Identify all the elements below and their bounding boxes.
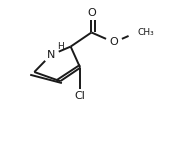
- Text: Cl: Cl: [75, 91, 86, 101]
- Text: N: N: [47, 50, 55, 60]
- Text: CH₃: CH₃: [137, 28, 154, 37]
- Text: O: O: [87, 8, 96, 18]
- Text: O: O: [110, 37, 118, 47]
- Text: H: H: [57, 42, 64, 51]
